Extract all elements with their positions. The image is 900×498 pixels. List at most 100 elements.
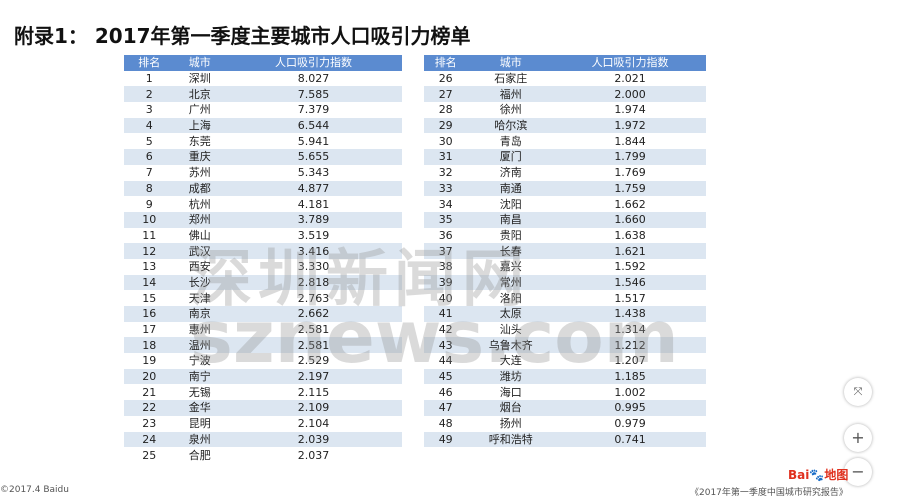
- title: 附录1： 2017年第一季度主要城市人口吸引力榜单: [14, 24, 471, 48]
- cell: 洛阳: [499, 291, 522, 305]
- cell: 沈阳: [499, 197, 522, 211]
- cell: 昆明: [188, 417, 211, 431]
- cell: 17: [142, 323, 157, 337]
- row: 19 宁波 2.529: [124, 353, 402, 369]
- cell: 1.546: [554, 274, 706, 291]
- cell: 惠州: [188, 323, 211, 337]
- cell: 36: [438, 228, 453, 242]
- cell: 28: [438, 103, 453, 117]
- cell: 2.818: [225, 274, 402, 291]
- cell: 41: [424, 306, 468, 322]
- cell: 广州: [188, 103, 211, 117]
- row: 46 海口 1.002: [424, 384, 706, 400]
- cell: 1.799: [554, 149, 706, 165]
- cell: 34: [438, 197, 453, 211]
- row: 35 南昌 1.660: [424, 211, 706, 228]
- cell: 烟台: [467, 400, 555, 416]
- row: 29 哈尔滨 1.972: [424, 117, 706, 134]
- cell: 3.519: [297, 228, 330, 242]
- logo-text: 地图: [824, 468, 849, 482]
- row: 5 东莞 5.941: [124, 133, 402, 149]
- cell: 1.844: [614, 134, 646, 148]
- cell: 1.769: [614, 166, 646, 180]
- row: 8 成都 4.877: [124, 180, 402, 197]
- cell: 厦门: [467, 149, 555, 165]
- cell: 青岛: [499, 134, 522, 148]
- row: 16 南京 2.662: [124, 306, 402, 322]
- cell: 1.212: [554, 337, 706, 354]
- row: 48 扬州 0.979: [424, 416, 706, 432]
- cell: 2.000: [554, 86, 706, 103]
- cell: 西安: [188, 260, 211, 274]
- cell: 26: [438, 72, 453, 86]
- cell: 1.660: [554, 211, 706, 228]
- cell: 16: [124, 306, 175, 322]
- cell: 南京: [174, 306, 226, 322]
- row: 24 泉州 2.039: [124, 431, 402, 448]
- row: 43 乌鲁木齐 1.212: [424, 337, 706, 354]
- cell: 无锡: [188, 385, 211, 399]
- cell: 1.314: [614, 323, 646, 337]
- row: 42 汕头 1.314: [424, 322, 706, 338]
- row: 1 深圳 8.027: [124, 71, 402, 87]
- cell: 6.544: [225, 117, 402, 134]
- cell: 2.581: [225, 337, 402, 354]
- row: 17 惠州 2.581: [124, 322, 402, 338]
- cell: 南昌: [467, 211, 555, 228]
- row: 45 潍坊 1.185: [424, 368, 706, 385]
- cell: 南宁: [174, 368, 226, 385]
- row: 4 上海 6.544: [124, 117, 402, 134]
- row: 47 烟台 0.995: [424, 400, 706, 416]
- row: 28 徐州 1.974: [424, 102, 706, 118]
- cell: 金华: [174, 400, 226, 416]
- cell: 9: [145, 197, 153, 211]
- row: 9 杭州 4.181: [124, 196, 402, 212]
- cell: 25: [142, 448, 157, 462]
- row: 22 金华 2.109: [124, 400, 402, 416]
- header-row: 排名 城市 人口吸引力指数: [424, 55, 706, 71]
- cell: 2.115: [297, 385, 330, 399]
- cell: 19: [142, 354, 157, 368]
- cell: 泉州: [174, 431, 226, 448]
- row: 10 郑州 3.789: [124, 211, 402, 228]
- cell: 2.109: [225, 400, 402, 416]
- cell: 29: [424, 117, 468, 134]
- row: 12 武汉 3.416: [124, 243, 402, 259]
- cell: 1.662: [614, 197, 646, 211]
- cell: 4: [124, 117, 175, 134]
- cell: 37: [424, 243, 468, 259]
- cell: 2.662: [225, 306, 402, 322]
- zoom-in-button[interactable]: +: [844, 424, 872, 452]
- cell: 3: [145, 103, 153, 117]
- cell: 宁波: [188, 354, 211, 368]
- cell: 2.037: [297, 448, 330, 462]
- cell: 20: [124, 368, 175, 385]
- footer-left: ©2017.4 Baidu: [0, 485, 69, 495]
- row: 31 厦门 1.799: [424, 149, 706, 165]
- cell: 海口: [499, 385, 522, 399]
- cell: 武汉: [174, 243, 226, 259]
- cell: 乌鲁木齐: [467, 337, 555, 354]
- right-table: 排名 城市 人口吸引力指数 26 石家庄 2.021 27 福州 2.000 28 徐州 1.974 2…: [424, 55, 706, 448]
- cell: 24: [124, 431, 175, 448]
- cell: 40: [438, 291, 453, 305]
- cell: 8.027: [297, 72, 330, 86]
- row: 41 太原 1.438: [424, 306, 706, 322]
- cell: 18: [124, 337, 175, 354]
- cell: 1.974: [614, 103, 646, 117]
- zoom-out-button[interactable]: −: [844, 458, 872, 486]
- cell: 1.185: [554, 368, 706, 385]
- cell: 27: [424, 86, 468, 103]
- row: 15 天津 2.763: [124, 290, 402, 306]
- cell: 15: [142, 291, 157, 305]
- cell: 23: [142, 417, 157, 431]
- cell: 苏州: [188, 166, 211, 180]
- cell: 1.207: [614, 354, 646, 368]
- fit-button[interactable]: ⤧: [844, 378, 872, 406]
- row: 40 洛阳 1.517: [424, 290, 706, 306]
- cell: 35: [424, 211, 468, 228]
- header-cell: 人口吸引力指数: [225, 55, 402, 71]
- cell: 石家庄: [494, 72, 528, 86]
- cell: 31: [424, 149, 468, 165]
- watermark: sznews.com: [190, 295, 679, 379]
